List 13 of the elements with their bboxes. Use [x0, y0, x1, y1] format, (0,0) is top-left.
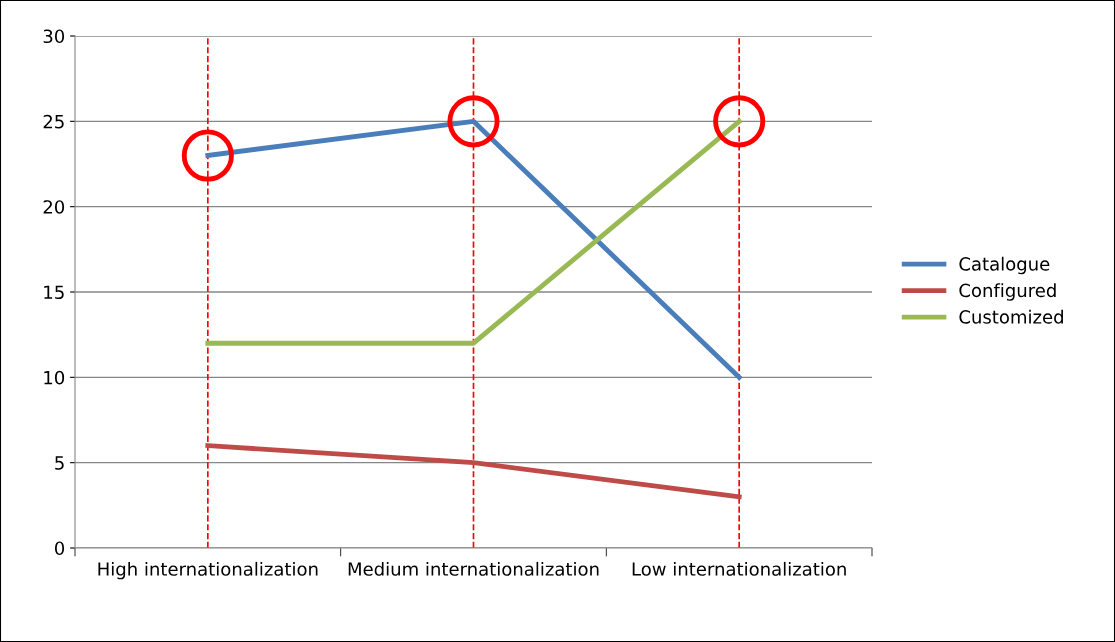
x-tick-label: Low internationalization [632, 561, 846, 576]
y-tick-label: 10 [44, 370, 65, 385]
y-tick-label: 15 [44, 285, 64, 300]
legend-label: Configured [959, 283, 1056, 301]
y-tick-label: 25 [43, 114, 64, 129]
legend-label: Customized [959, 309, 1063, 324]
y-tick-label: 20 [43, 200, 65, 214]
x-tick-label: Medium internationalization [348, 561, 599, 576]
y-tick-label: 0 [54, 541, 65, 556]
y-tick-label: 5 [55, 456, 64, 470]
y-tick-label: 30 [43, 29, 65, 44]
legend-label: Catalogue [959, 256, 1050, 275]
x-tick-label: High internationalization [98, 561, 318, 580]
